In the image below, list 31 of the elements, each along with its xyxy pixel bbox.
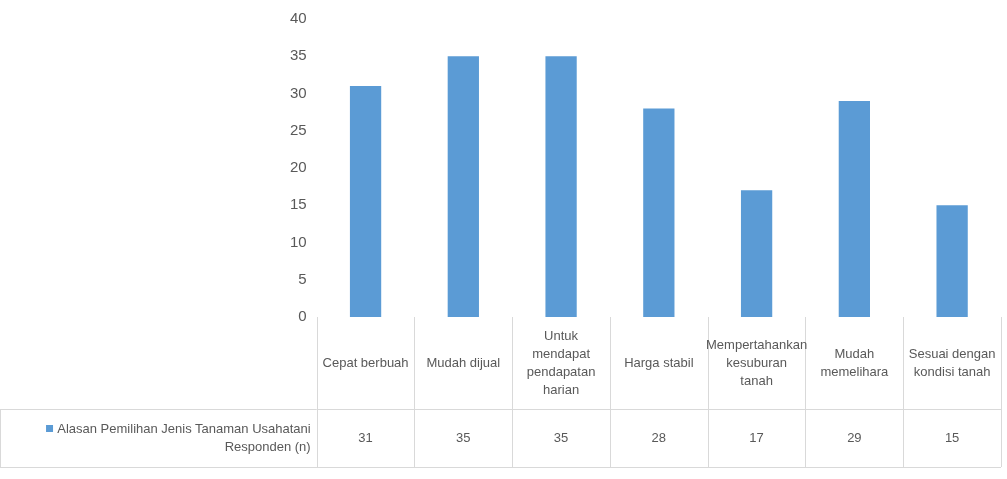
x-tick-label: Mudah memelihara [820, 345, 890, 379]
bar [447, 56, 479, 317]
y-tick-label: 35 [290, 46, 307, 64]
x-tick-label: Mudah dijual [426, 354, 501, 370]
x-tick-label: Cepat berbuah [322, 354, 409, 370]
data-label: 35 [553, 429, 569, 445]
y-tick-label: 40 [290, 9, 307, 27]
y-tick-label: 10 [290, 232, 307, 250]
x-tick-label: Mempertahankan kesuburan tanah [706, 336, 808, 388]
y-tick-label: 25 [290, 120, 307, 138]
bar [643, 108, 675, 317]
x-tick-label: Sesuai dengan kondisi tanah [908, 345, 996, 379]
data-label: 29 [847, 429, 862, 445]
bar [936, 205, 968, 317]
bar [838, 100, 870, 317]
data-label: 28 [651, 429, 667, 445]
x-tick-label: Untuk mendapat pendapatan harian [526, 327, 596, 397]
y-tick-label: 15 [290, 195, 307, 213]
y-tick-label: 0 [298, 307, 307, 325]
y-tick-label: 20 [290, 158, 307, 176]
y-tick-label: 5 [298, 269, 307, 287]
legend-label: Alasan Pemilihan Jenis Tanaman Usahatani Responden (n) [57, 420, 311, 454]
bar [740, 190, 773, 317]
data-label: 15 [944, 429, 960, 445]
data-label: 17 [749, 429, 764, 445]
bar [545, 56, 577, 317]
y-tick-label: 30 [290, 83, 307, 101]
data-label: 31 [358, 429, 373, 445]
bar [349, 86, 382, 317]
data-label: 35 [456, 429, 471, 445]
x-tick-label: Harga stabil [624, 354, 694, 370]
